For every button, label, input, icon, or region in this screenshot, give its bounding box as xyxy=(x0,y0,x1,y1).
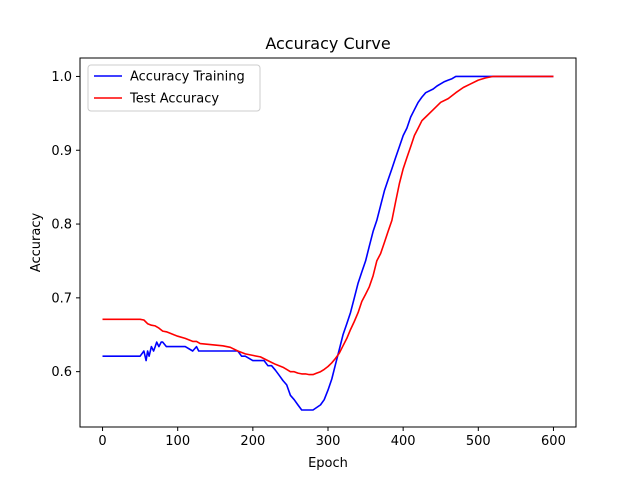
y-tick-label: 0.7 xyxy=(51,291,72,306)
y-axis-ticks: 0.6 0.7 0.8 0.9 1.0 xyxy=(51,70,80,380)
y-axis-title: Accuracy xyxy=(29,213,44,273)
x-tick-label: 300 xyxy=(316,434,341,449)
y-tick-label: 1.0 xyxy=(51,70,72,85)
legend-label-test-accuracy: Test Accuracy xyxy=(129,92,219,107)
x-tick-label: 200 xyxy=(240,434,265,449)
legend: Accuracy Training Test Accuracy xyxy=(87,64,261,112)
series-line-test-accuracy xyxy=(102,75,554,376)
legend-label-accuracy-training: Accuracy Training xyxy=(130,70,245,85)
x-axis-title: Epoch xyxy=(308,456,348,471)
x-tick-label: 100 xyxy=(165,434,190,449)
chart-title: Accuracy Curve xyxy=(265,34,390,53)
x-tick-label: 600 xyxy=(541,434,566,449)
y-tick-label: 0.8 xyxy=(51,218,72,233)
x-tick-label: 500 xyxy=(466,434,491,449)
y-tick-label: 0.9 xyxy=(51,144,72,159)
y-tick-label: 0.6 xyxy=(51,365,72,380)
legend-box xyxy=(87,64,261,112)
x-tick-label: 400 xyxy=(391,434,416,449)
plot-lines xyxy=(102,75,554,411)
x-tick-label: 0 xyxy=(98,434,106,449)
series-line-accuracy-training xyxy=(102,75,554,411)
x-axis-ticks: 0 100 200 300 400 500 600 xyxy=(98,427,566,449)
